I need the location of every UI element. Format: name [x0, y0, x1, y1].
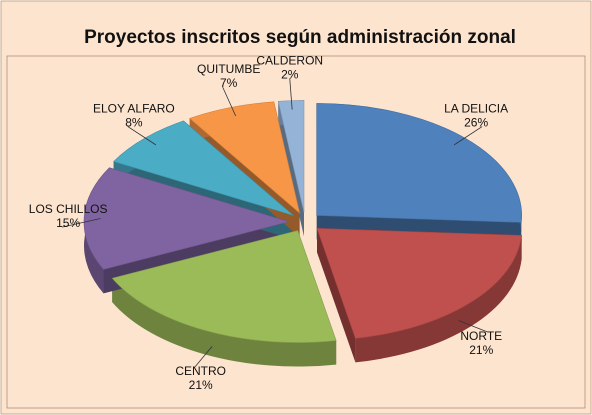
slice-tops — [83, 100, 522, 343]
slice-value-label: 8% — [125, 116, 143, 130]
slice-side — [112, 278, 337, 367]
leader-line — [127, 126, 157, 146]
leader-line — [453, 126, 483, 146]
slice-value-label: 26% — [464, 116, 488, 130]
slice — [111, 230, 337, 343]
slice-label: QUITUMBE — [197, 62, 260, 76]
slice-side — [317, 228, 356, 363]
slice-label: CENTRO — [175, 364, 226, 378]
slice — [189, 101, 301, 214]
leader-line — [194, 346, 213, 368]
leader-line — [62, 218, 101, 228]
slice-label: LOS CHILLOS — [29, 202, 108, 216]
slice-side — [278, 101, 304, 237]
leader-line — [289, 78, 293, 110]
slice-value-label: 21% — [469, 343, 493, 357]
slice-value-label: 2% — [281, 67, 299, 81]
chart-title: Proyectos inscritos según administración… — [84, 27, 516, 48]
slice — [113, 120, 294, 216]
slice — [316, 103, 522, 223]
leader-line — [458, 320, 488, 333]
slice — [83, 167, 291, 270]
leader-line — [222, 86, 237, 117]
slice-label: ELOY ALFARO — [93, 102, 175, 116]
slice — [316, 228, 522, 339]
slice-label: CALDERON — [256, 53, 323, 67]
slice-label: NORTE — [460, 329, 502, 343]
slice-value-label: 15% — [56, 216, 80, 230]
slice-label: LA DELICIA — [444, 102, 508, 116]
slice-value-label: 7% — [220, 76, 238, 90]
slice-side — [355, 235, 522, 363]
slice-value-label: 21% — [189, 378, 213, 392]
